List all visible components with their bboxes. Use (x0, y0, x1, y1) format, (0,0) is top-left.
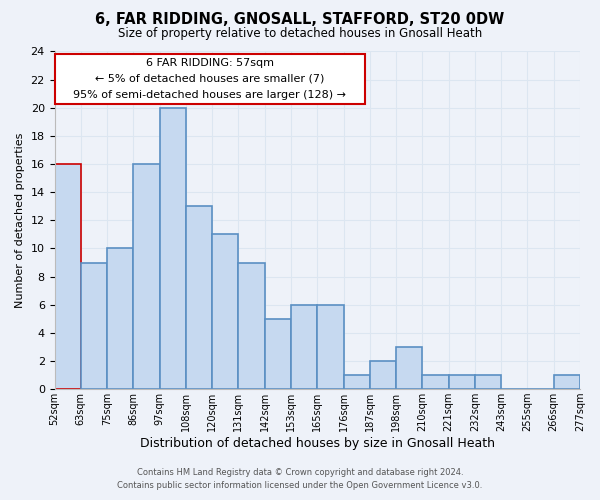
Text: 6 FAR RIDDING: 57sqm
← 5% of detached houses are smaller (7)
95% of semi-detache: 6 FAR RIDDING: 57sqm ← 5% of detached ho… (73, 58, 346, 100)
Text: Contains HM Land Registry data © Crown copyright and database right 2024.
Contai: Contains HM Land Registry data © Crown c… (118, 468, 482, 490)
Bar (238, 262, 265, 389)
Bar (212, 234, 238, 389)
Bar (160, 108, 186, 389)
Y-axis label: Number of detached properties: Number of detached properties (15, 132, 25, 308)
Text: Size of property relative to detached houses in Gnosall Heath: Size of property relative to detached ho… (118, 28, 482, 40)
Bar (291, 304, 317, 389)
Text: 6, FAR RIDDING, GNOSALL, STAFFORD, ST20 0DW: 6, FAR RIDDING, GNOSALL, STAFFORD, ST20 … (95, 12, 505, 28)
Bar (370, 361, 396, 389)
Bar (133, 164, 160, 389)
FancyBboxPatch shape (55, 54, 365, 104)
Bar (317, 304, 344, 389)
Bar (475, 375, 501, 389)
Bar (396, 347, 422, 389)
Bar (422, 375, 449, 389)
Bar (449, 375, 475, 389)
Bar (81, 262, 107, 389)
Bar (55, 164, 81, 389)
Bar (344, 375, 370, 389)
Bar (186, 206, 212, 389)
Bar (107, 248, 133, 389)
Bar (554, 375, 580, 389)
Bar (265, 319, 291, 389)
X-axis label: Distribution of detached houses by size in Gnosall Heath: Distribution of detached houses by size … (140, 437, 495, 450)
